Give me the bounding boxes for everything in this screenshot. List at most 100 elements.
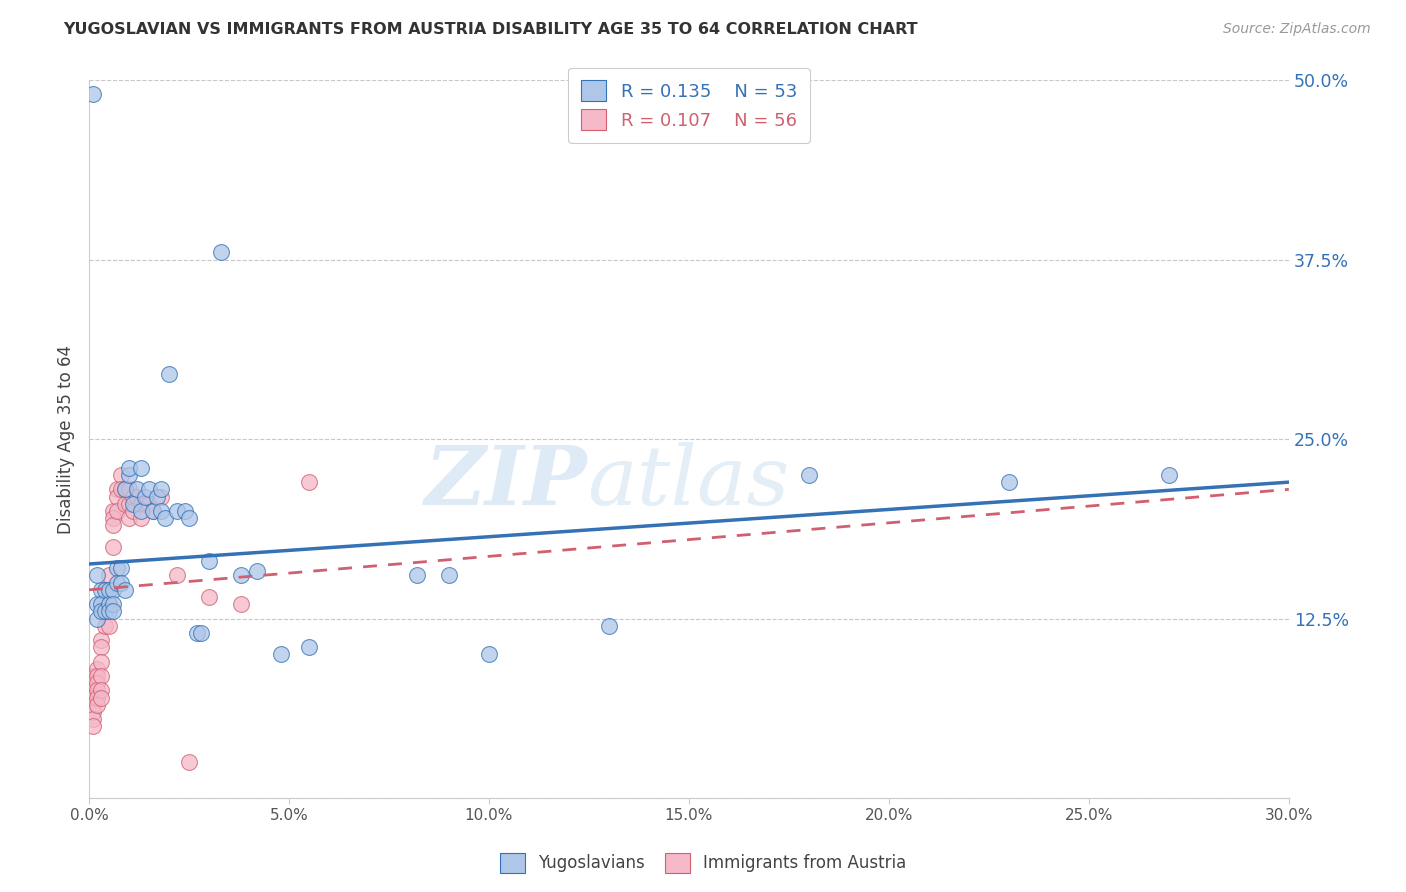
Point: [118, 467, 141, 482]
Point: [797, 467, 820, 482]
Legend: R = 0.135    N = 53, R = 0.107    N = 56: R = 0.135 N = 53, R = 0.107 N = 56: [568, 68, 810, 143]
Point: [77, 683, 100, 698]
Point: [129, 497, 152, 511]
Point: [174, 504, 197, 518]
Point: [298, 640, 321, 655]
Point: [86, 669, 108, 683]
Point: [246, 564, 269, 578]
Text: ZIP: ZIP: [425, 442, 586, 522]
Point: [437, 568, 460, 582]
Point: [101, 604, 124, 618]
Point: [82, 705, 104, 719]
Point: [101, 540, 124, 554]
Point: [86, 690, 108, 705]
Point: [406, 568, 429, 582]
Point: [98, 604, 121, 618]
Point: [101, 518, 124, 533]
Point: [129, 504, 152, 518]
Point: [105, 575, 128, 590]
Point: [90, 655, 112, 669]
Point: [142, 504, 165, 518]
Point: [82, 712, 104, 726]
Point: [177, 511, 200, 525]
Point: [118, 460, 141, 475]
Point: [998, 475, 1021, 490]
Point: [153, 511, 176, 525]
Point: [125, 490, 148, 504]
Point: [90, 604, 112, 618]
Point: [82, 698, 104, 712]
Point: [166, 504, 188, 518]
Point: [134, 490, 156, 504]
Point: [90, 597, 112, 611]
Point: [118, 511, 141, 525]
Point: [101, 597, 124, 611]
Point: [122, 497, 145, 511]
Point: [105, 490, 128, 504]
Point: [1157, 467, 1180, 482]
Point: [157, 368, 180, 382]
Point: [105, 504, 128, 518]
Point: [98, 568, 121, 582]
Text: Source: ZipAtlas.com: Source: ZipAtlas.com: [1223, 22, 1371, 37]
Point: [229, 597, 252, 611]
Point: [101, 582, 124, 597]
Point: [138, 497, 160, 511]
Point: [98, 619, 121, 633]
Point: [90, 640, 112, 655]
Point: [209, 245, 232, 260]
Point: [114, 483, 136, 497]
Point: [129, 460, 152, 475]
Point: [298, 475, 321, 490]
Point: [110, 467, 132, 482]
Text: atlas: atlas: [586, 442, 789, 522]
Point: [86, 662, 108, 676]
Point: [134, 497, 156, 511]
Point: [82, 690, 104, 705]
Point: [86, 568, 108, 582]
Point: [142, 504, 165, 518]
Point: [150, 504, 173, 518]
Point: [598, 619, 620, 633]
Point: [90, 633, 112, 648]
Point: [82, 676, 104, 690]
Point: [94, 619, 117, 633]
Point: [90, 683, 112, 698]
Legend: Yugoslavians, Immigrants from Austria: Yugoslavians, Immigrants from Austria: [494, 847, 912, 880]
Point: [94, 582, 117, 597]
Point: [177, 755, 200, 769]
Point: [198, 554, 221, 568]
Point: [82, 719, 104, 733]
Point: [82, 87, 104, 102]
Point: [98, 582, 121, 597]
Point: [94, 582, 117, 597]
Point: [77, 690, 100, 705]
Point: [86, 611, 108, 625]
Point: [94, 597, 117, 611]
Point: [82, 669, 104, 683]
Point: [86, 698, 108, 712]
Point: [105, 561, 128, 575]
Point: [105, 483, 128, 497]
Point: [114, 582, 136, 597]
Text: YUGOSLAVIAN VS IMMIGRANTS FROM AUSTRIA DISABILITY AGE 35 TO 64 CORRELATION CHART: YUGOSLAVIAN VS IMMIGRANTS FROM AUSTRIA D…: [63, 22, 918, 37]
Point: [118, 483, 141, 497]
Point: [110, 483, 132, 497]
Point: [86, 676, 108, 690]
Point: [94, 604, 117, 618]
Point: [98, 582, 121, 597]
Point: [229, 568, 252, 582]
Point: [90, 690, 112, 705]
Point: [101, 504, 124, 518]
Point: [98, 597, 121, 611]
Point: [118, 497, 141, 511]
Point: [270, 648, 292, 662]
Point: [86, 683, 108, 698]
Point: [98, 597, 121, 611]
Point: [90, 582, 112, 597]
Point: [122, 504, 145, 518]
Point: [150, 490, 173, 504]
Point: [138, 483, 160, 497]
Point: [198, 590, 221, 604]
Point: [90, 669, 112, 683]
